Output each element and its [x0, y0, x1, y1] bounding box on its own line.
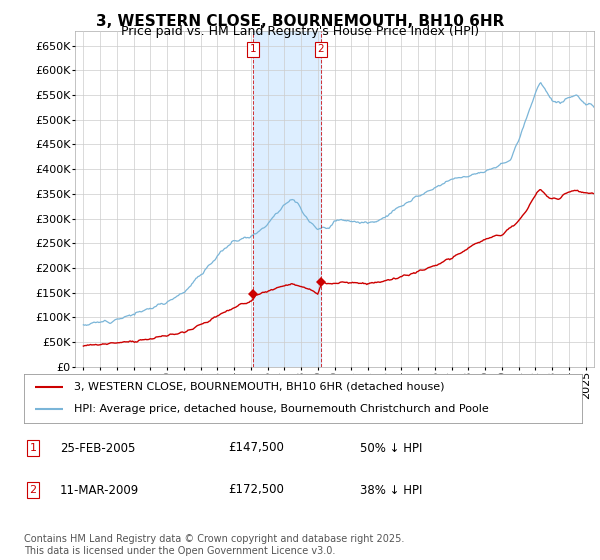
Text: 38% ↓ HPI: 38% ↓ HPI — [360, 483, 422, 497]
Text: 11-MAR-2009: 11-MAR-2009 — [60, 483, 139, 497]
Text: Price paid vs. HM Land Registry's House Price Index (HPI): Price paid vs. HM Land Registry's House … — [121, 25, 479, 38]
Text: 2: 2 — [317, 44, 324, 54]
Text: 3, WESTERN CLOSE, BOURNEMOUTH, BH10 6HR (detached house): 3, WESTERN CLOSE, BOURNEMOUTH, BH10 6HR … — [74, 382, 445, 392]
Text: 1: 1 — [250, 44, 256, 54]
Text: £172,500: £172,500 — [228, 483, 284, 497]
Text: £147,500: £147,500 — [228, 441, 284, 455]
Text: 3, WESTERN CLOSE, BOURNEMOUTH, BH10 6HR: 3, WESTERN CLOSE, BOURNEMOUTH, BH10 6HR — [96, 14, 504, 29]
Bar — [253, 31, 321, 367]
Text: 1: 1 — [29, 443, 37, 453]
Text: 25-FEB-2005: 25-FEB-2005 — [60, 441, 136, 455]
Text: 2: 2 — [29, 485, 37, 495]
Text: HPI: Average price, detached house, Bournemouth Christchurch and Poole: HPI: Average price, detached house, Bour… — [74, 404, 489, 414]
Text: 50% ↓ HPI: 50% ↓ HPI — [360, 441, 422, 455]
Text: Contains HM Land Registry data © Crown copyright and database right 2025.
This d: Contains HM Land Registry data © Crown c… — [24, 534, 404, 556]
